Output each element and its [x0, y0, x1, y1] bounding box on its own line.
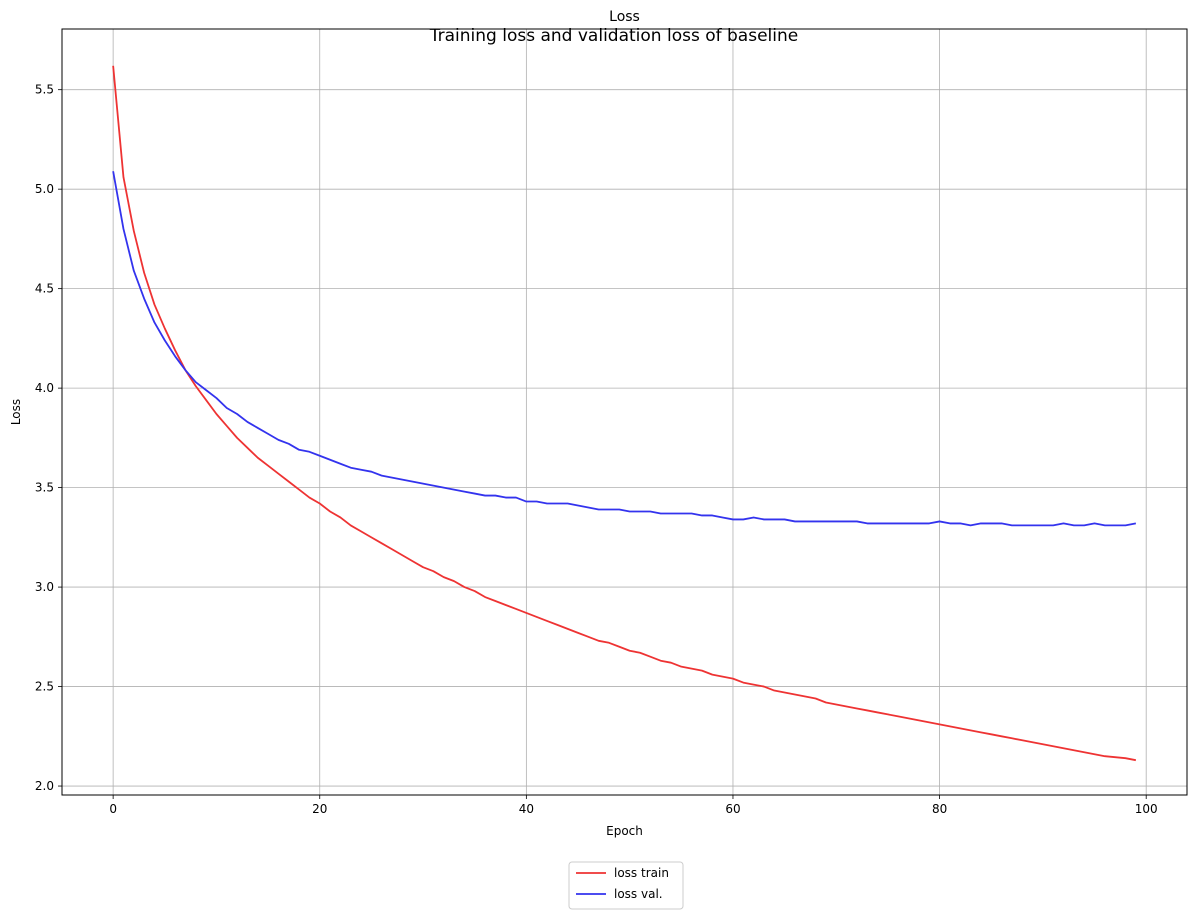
series-line-loss-train [112, 65, 1137, 762]
x-tick-label: 60 [725, 802, 740, 816]
axis-ticks: 0 20 40 60 80 100 2.0 2.5 3.0 3.5 4.0 4.5 5.0 5.5 [35, 83, 1158, 816]
x-tick-label: 40 [519, 802, 534, 816]
series-line-loss-val [112, 171, 1137, 527]
y-tick-label: 4.0 [35, 381, 54, 395]
y-tick-label: 3.0 [35, 580, 54, 594]
y-axis-label: Loss [9, 399, 23, 425]
y-tick-label: 2.5 [35, 680, 54, 694]
chart-title: Loss [609, 9, 640, 25]
x-axis-label: Epoch [606, 824, 643, 838]
plot-frame [61, 28, 1188, 796]
series-layer [112, 65, 1137, 762]
y-tick-label: 5.5 [35, 83, 54, 97]
chart-suptitle: Training loss and validation loss of bas… [429, 26, 798, 46]
y-tick-label: 3.5 [35, 481, 54, 495]
grid-lines [62, 29, 1187, 795]
x-tick-label: 80 [932, 802, 947, 816]
legend-label-loss-val: loss val. [614, 887, 663, 901]
x-tick-label: 100 [1135, 802, 1158, 816]
legend-label-loss-train: loss train [614, 866, 669, 880]
x-tick-label: 0 [109, 802, 117, 816]
x-tick-label: 20 [312, 802, 327, 816]
legend: loss train loss val. [568, 861, 684, 910]
y-tick-label: 4.5 [35, 282, 54, 296]
y-tick-label: 2.0 [35, 779, 54, 793]
y-tick-label: 5.0 [35, 182, 54, 196]
